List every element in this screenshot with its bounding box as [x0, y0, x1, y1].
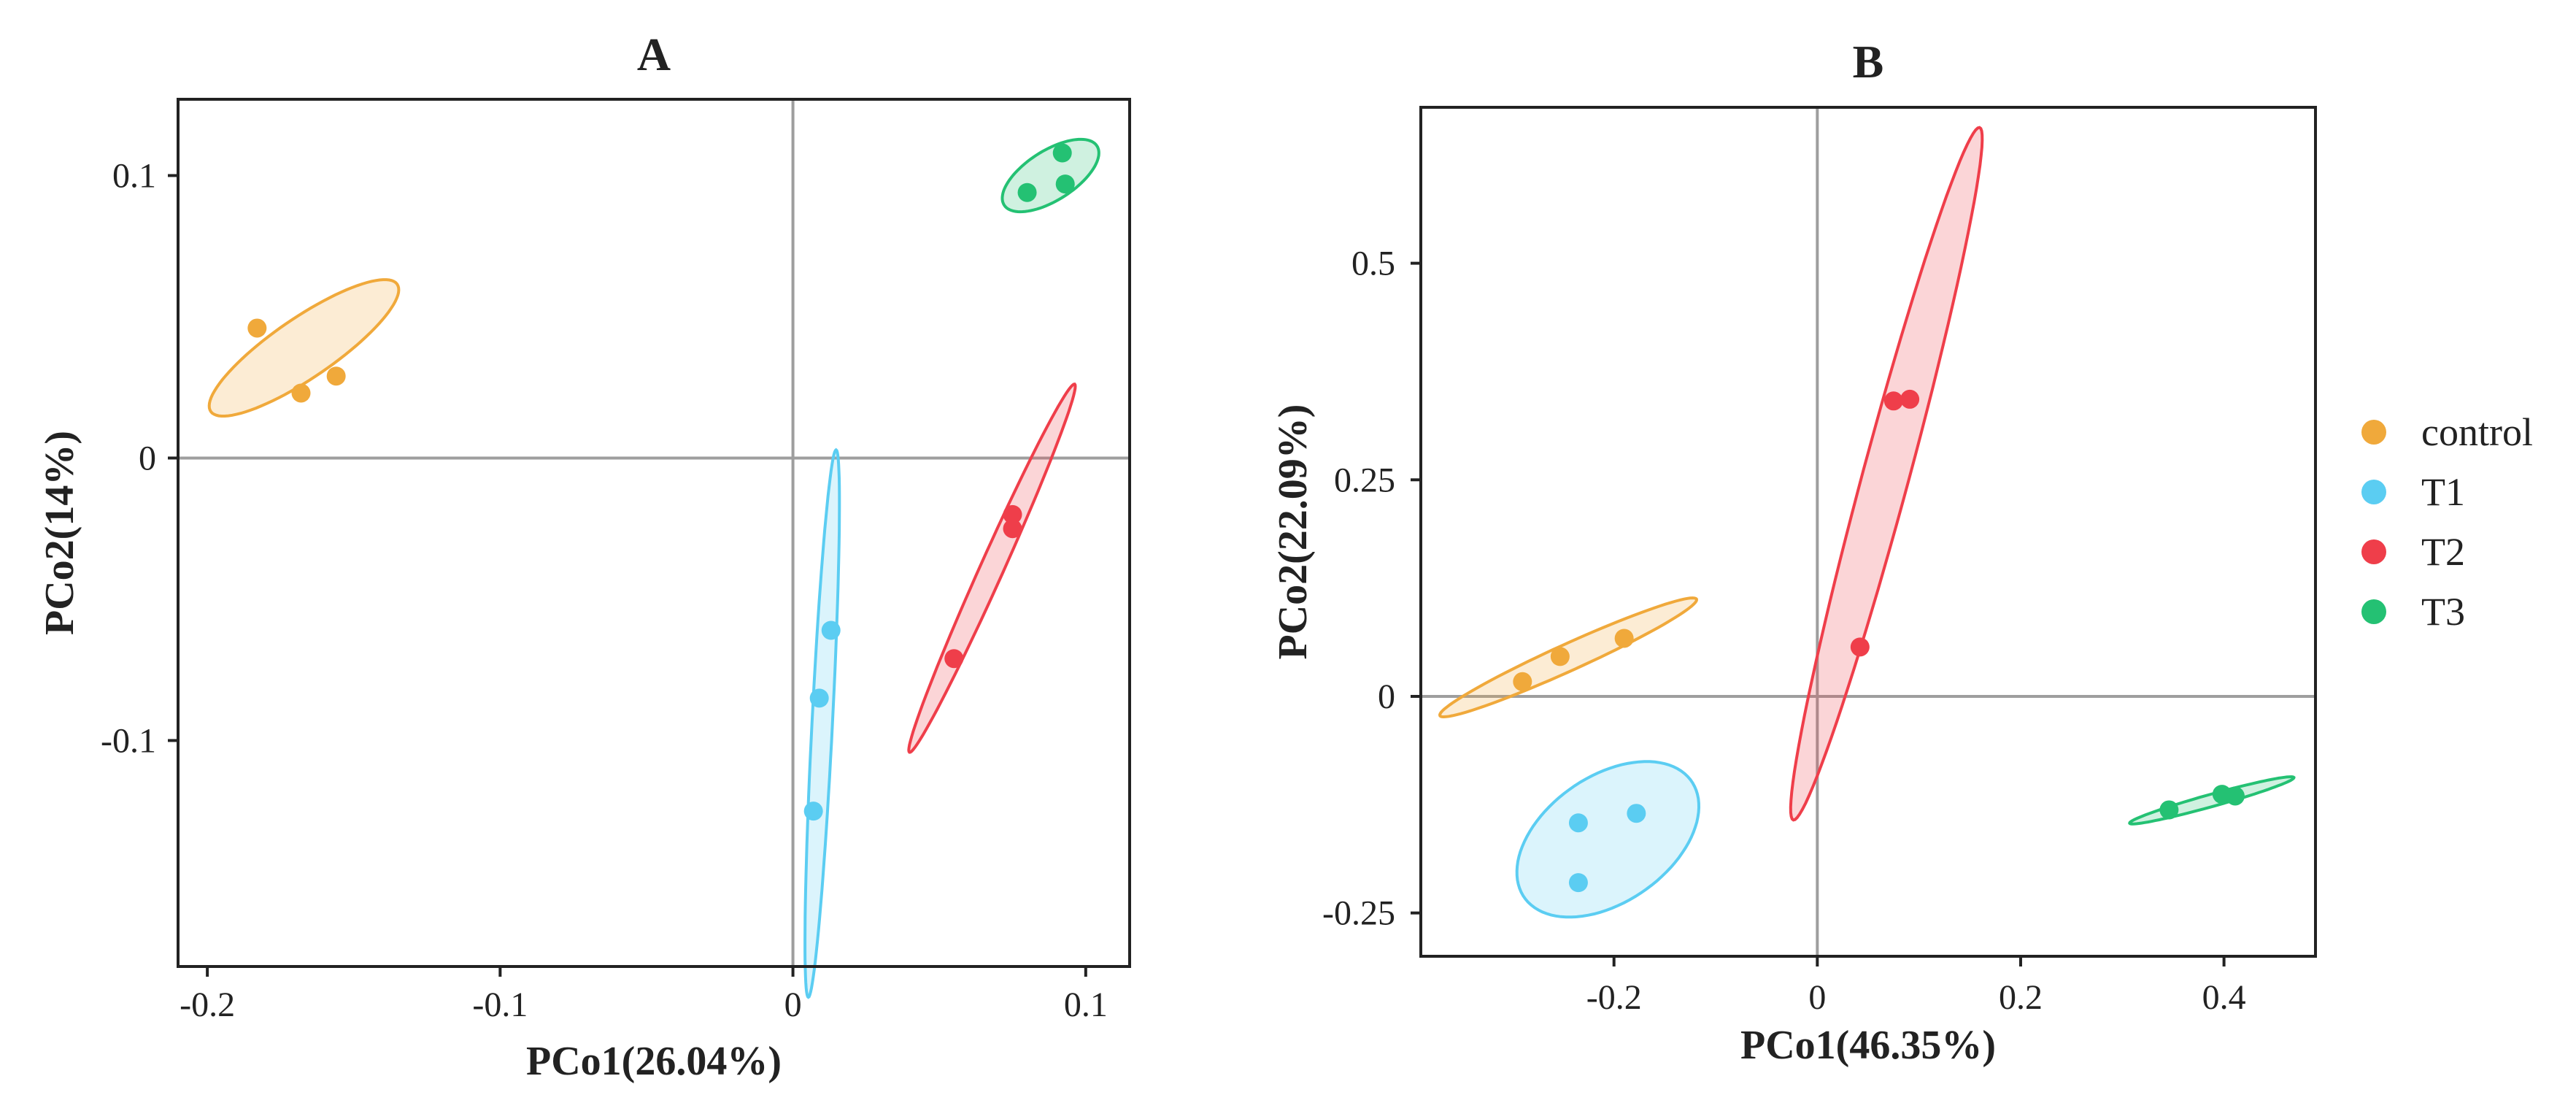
panel-title: B [1853, 36, 1884, 88]
y-tick-label: 0.5 [1351, 245, 1395, 283]
x-axis-title: PCo1(46.35%) [1740, 1023, 1996, 1068]
legend: control T1 T2 T3 [2361, 410, 2533, 634]
legend-marker-t1 [2361, 480, 2386, 504]
ellipse-t1 [1515, 760, 1701, 919]
point-t1 [803, 802, 823, 821]
point-t1 [821, 620, 841, 640]
y-tick-label: 0 [1378, 677, 1395, 716]
ellipse-t3 [2128, 775, 2296, 826]
point-t3 [1017, 182, 1037, 202]
y-tick-label: -0.25 [1322, 894, 1395, 933]
point-t3 [2159, 800, 2179, 820]
y-tick-label: 0.1 [112, 156, 156, 195]
plot-frame [177, 98, 1131, 968]
ellipse-t2 [907, 383, 1077, 754]
point-control [1614, 629, 1634, 648]
y-tick-label: 0 [139, 439, 156, 477]
point-t3 [2225, 786, 2245, 806]
point-t2 [944, 649, 964, 669]
x-tick-label: -0.2 [180, 985, 235, 1024]
x-axis-title: PCo1(26.04%) [526, 1039, 782, 1084]
x-tick-label: 0 [1808, 978, 1826, 1017]
point-t3 [1052, 143, 1072, 163]
legend-marker-t3 [2361, 599, 2386, 624]
ellipse-t2 [1789, 126, 1984, 822]
legend-label-t2: T2 [2421, 530, 2465, 574]
panel-a: -0.2 -0.1 0 0.1 -0.1 0 0.1 A PCo1(26.04%) PCo2(14… [37, 28, 1131, 1084]
plot-frame [1419, 106, 2317, 958]
x-tick-label: -0.1 [472, 985, 528, 1024]
point-control [1513, 672, 1532, 691]
panel-b: -0.2 0 0.2 0.4 -0.25 0 0.25 0.5 B PCo1(46.35%) PCo… [1270, 36, 2317, 1068]
x-tick-label: 0.2 [1999, 978, 2043, 1017]
y-axis-title: PCo2(22.09%) [1270, 404, 1316, 660]
point-t2 [1900, 389, 1920, 409]
point-t2 [1883, 391, 1903, 411]
point-control [1550, 647, 1570, 666]
x-tick-label: -0.2 [1586, 978, 1642, 1017]
point-t2 [1003, 519, 1022, 539]
x-tick-label: 0.4 [2202, 978, 2246, 1017]
point-control [326, 366, 346, 386]
ellipse-t1 [803, 447, 841, 999]
point-t2 [1850, 637, 1870, 657]
legend-label-t3: T3 [2421, 590, 2465, 634]
point-t1 [809, 688, 829, 708]
point-t1 [1627, 804, 1646, 823]
point-t3 [1055, 174, 1075, 194]
legend-marker-t2 [2361, 539, 2386, 564]
point-t1 [1568, 873, 1588, 893]
legend-label-t1: T1 [2421, 470, 2465, 514]
y-axis-title: PCo2(14%) [37, 431, 82, 635]
legend-marker-control [2361, 420, 2386, 445]
point-t2 [1003, 504, 1022, 524]
x-tick-label: 0.1 [1064, 985, 1108, 1024]
y-tick-label: 0.25 [1334, 461, 1395, 499]
ellipse-t3 [1000, 137, 1100, 214]
x-tick-label: 0 [784, 985, 802, 1024]
legend-label-control: control [2421, 410, 2533, 454]
point-t1 [1568, 813, 1588, 833]
ellipse-control [207, 278, 401, 418]
panel-title: A [637, 28, 671, 80]
point-control [291, 383, 311, 403]
point-control [247, 318, 267, 338]
y-tick-label: -0.1 [101, 721, 156, 760]
